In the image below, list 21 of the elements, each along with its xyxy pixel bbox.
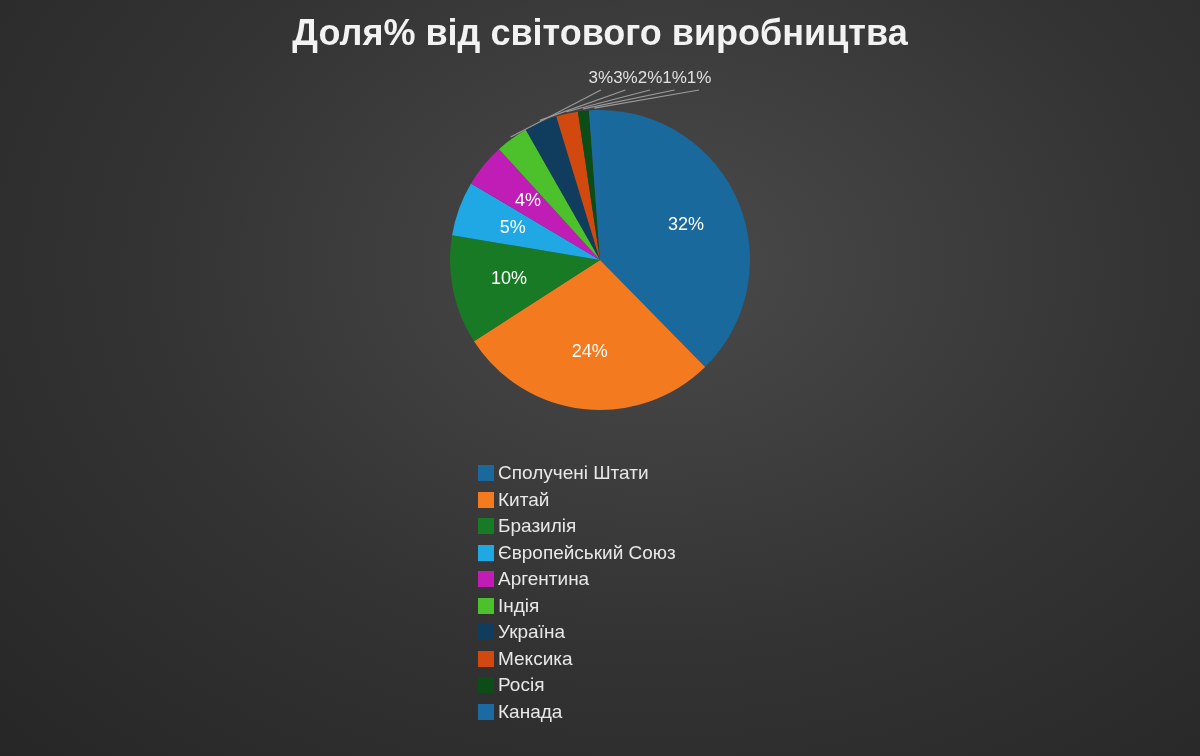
legend-label: Росія xyxy=(498,674,545,697)
data-label: 32% xyxy=(668,213,705,234)
legend-label: Сполучені Штати xyxy=(498,462,649,485)
legend-label: Європейський Союз xyxy=(498,541,676,564)
data-label: 10% xyxy=(490,267,527,288)
data-label: 3% xyxy=(588,67,614,87)
data-label: 1% xyxy=(686,67,712,87)
data-label: 2% xyxy=(637,67,663,87)
legend-label: Аргентина xyxy=(498,568,590,591)
legend-label: Китай xyxy=(498,488,550,511)
data-label: 1% xyxy=(662,67,687,87)
data-label: 24% xyxy=(571,341,608,362)
data-label: 5% xyxy=(499,216,526,237)
chart-title: Доля% від світового виробництва xyxy=(291,12,909,54)
data-label: 4% xyxy=(514,190,541,211)
legend-label: Україна xyxy=(498,621,566,644)
data-label: 3% xyxy=(613,67,638,87)
legend-label: Мексика xyxy=(498,647,573,670)
legend-label: Індія xyxy=(498,594,540,617)
legend-label: Канада xyxy=(498,700,563,723)
legend-label: Бразилія xyxy=(498,515,577,538)
